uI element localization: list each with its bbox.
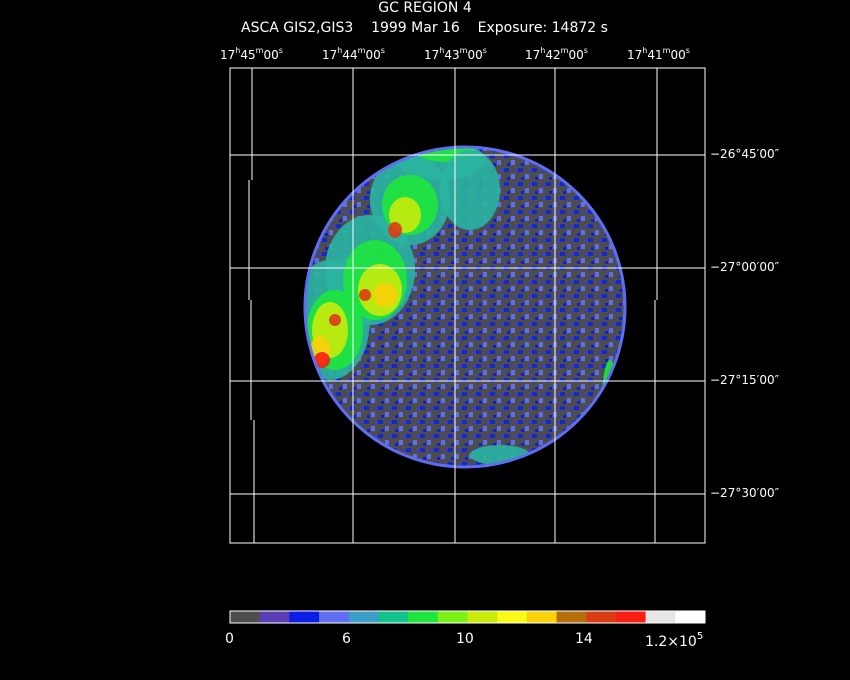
ra-tick-label: 17h43m00s <box>424 46 487 62</box>
ra-tick-label: 17h44m00s <box>322 46 385 62</box>
emission-region <box>388 222 402 238</box>
colorbar-label: 0 <box>225 631 234 647</box>
subtitle: ASCA GIS2,GIS3 1999 Mar 16 Exposure: 148… <box>241 20 608 36</box>
colorbar-swatch <box>467 611 498 623</box>
field-of-view <box>303 145 627 469</box>
colorbar-max-label: 1.2×105 <box>645 631 704 650</box>
colorbar-swatch <box>378 611 409 623</box>
colorbar-swatch <box>348 611 379 623</box>
colorbar-swatch <box>319 611 350 623</box>
colorbar-label: 10 <box>456 631 474 647</box>
dec-tick-label: −26°45′00″ <box>710 147 780 161</box>
colorbar-swatch <box>230 611 261 623</box>
dec-tick-label: −27°15′00″ <box>710 373 780 387</box>
colorbar-swatch <box>675 611 706 623</box>
colorbar-swatch <box>259 611 290 623</box>
dec-tick-label: −27°00′00″ <box>710 260 780 274</box>
ra-tick-label: 17h45m00s <box>220 46 283 62</box>
colorbar-swatch <box>586 611 617 623</box>
emission-region <box>440 150 500 230</box>
title: GC REGION 4 <box>378 0 472 16</box>
emission-region <box>359 289 371 301</box>
emission-region <box>373 283 397 307</box>
obs-date: 1999 Mar 16 <box>371 20 460 36</box>
instrument: ASCA GIS2,GIS3 <box>241 20 354 36</box>
dec-tick-label: −27°30′00″ <box>710 486 780 500</box>
exposure: Exposure: 14872 s <box>477 20 608 36</box>
colorbar-label: 6 <box>342 631 351 647</box>
colorbar-label: 14 <box>575 631 593 647</box>
colorbar-swatch <box>556 611 587 623</box>
ra-tick-label: 17h42m00s <box>525 46 588 62</box>
colorbar <box>229 610 706 624</box>
colorbar-swatch <box>437 611 468 623</box>
coordinate-grid <box>229 67 706 544</box>
ra-tick-label: 17h41m00s <box>627 46 690 62</box>
colorbar-swatch <box>645 611 676 623</box>
colorbar-swatch <box>615 611 647 623</box>
colorbar-swatch <box>497 611 528 623</box>
emission-region <box>329 314 341 326</box>
colorbar-swatch <box>526 611 558 623</box>
colorbar-swatch <box>408 611 439 623</box>
colorbar-swatch <box>289 611 320 623</box>
emission-region <box>314 352 330 368</box>
